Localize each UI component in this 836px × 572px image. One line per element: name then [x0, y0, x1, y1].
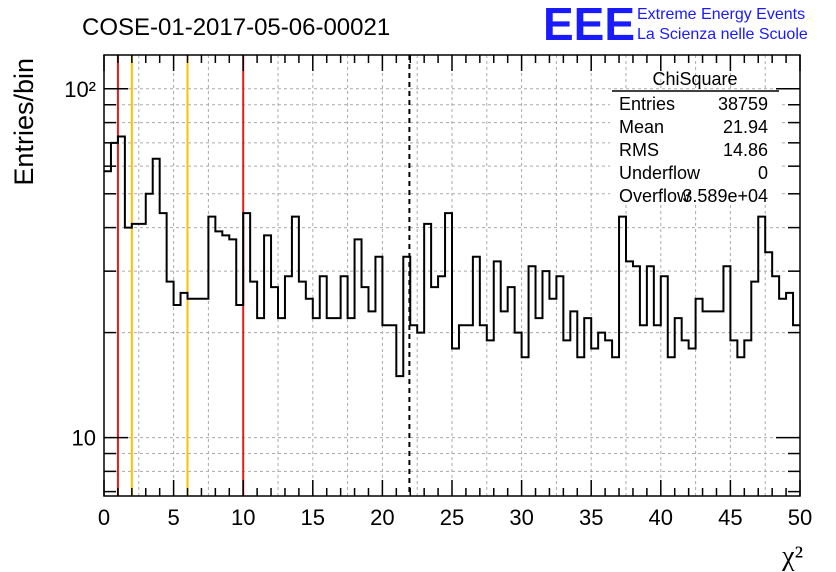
stats-label-rms: RMS — [619, 140, 659, 160]
x-tick-label: 5 — [167, 505, 179, 530]
stats-box-background — [610, 91, 779, 205]
x-tick-label: 10 — [231, 505, 255, 530]
stats-box: ChiSquare Entries 38759 Mean 21.94 RMS 1… — [610, 69, 779, 206]
x-axis-label: χ² — [781, 541, 803, 572]
x-tick-label: 40 — [649, 505, 673, 530]
y-tick-label: 10² — [64, 77, 96, 102]
x-tick-label: 25 — [440, 505, 464, 530]
x-tick-label: 45 — [718, 505, 742, 530]
histogram-line — [104, 135, 800, 378]
stats-label-underflow: Underflow — [619, 163, 701, 183]
eee-logo: EEE Extreme Energy Events La Scienza nel… — [543, 0, 808, 50]
eee-logo-mark: EEE — [543, 0, 635, 50]
y-axis-label: Entries/bin — [9, 58, 39, 186]
eee-logo-line2: La Scienza nelle Scuole — [637, 26, 808, 43]
x-tick-label: 15 — [301, 505, 325, 530]
x-tick-label: 0 — [98, 505, 110, 530]
stats-label-mean: Mean — [619, 117, 664, 137]
stats-value-entries: 38759 — [718, 94, 768, 114]
axes: 0 5 10 15 20 25 30 35 40 45 50 10 10² — [64, 54, 812, 530]
stats-value-rms: 14.86 — [723, 140, 768, 160]
stats-value-overflow: 3.589e+04 — [682, 186, 768, 206]
x-tick-label: 35 — [579, 505, 603, 530]
y-tick-label: 10 — [72, 426, 96, 451]
stats-box-title: ChiSquare — [652, 69, 737, 89]
chart-title: COSE-01-2017-05-06-00021 — [82, 14, 390, 41]
stats-value-mean: 21.94 — [723, 117, 768, 137]
x-tick-label: 20 — [370, 505, 394, 530]
stats-value-underflow: 0 — [758, 163, 768, 183]
x-tick-label: 30 — [509, 505, 533, 530]
stats-label-entries: Entries — [619, 94, 675, 114]
x-tick-label: 50 — [788, 505, 812, 530]
histogram-series — [104, 135, 800, 378]
eee-logo-line1: Extreme Energy Events — [637, 6, 805, 23]
stats-label-overflow: Overflow — [619, 186, 691, 206]
